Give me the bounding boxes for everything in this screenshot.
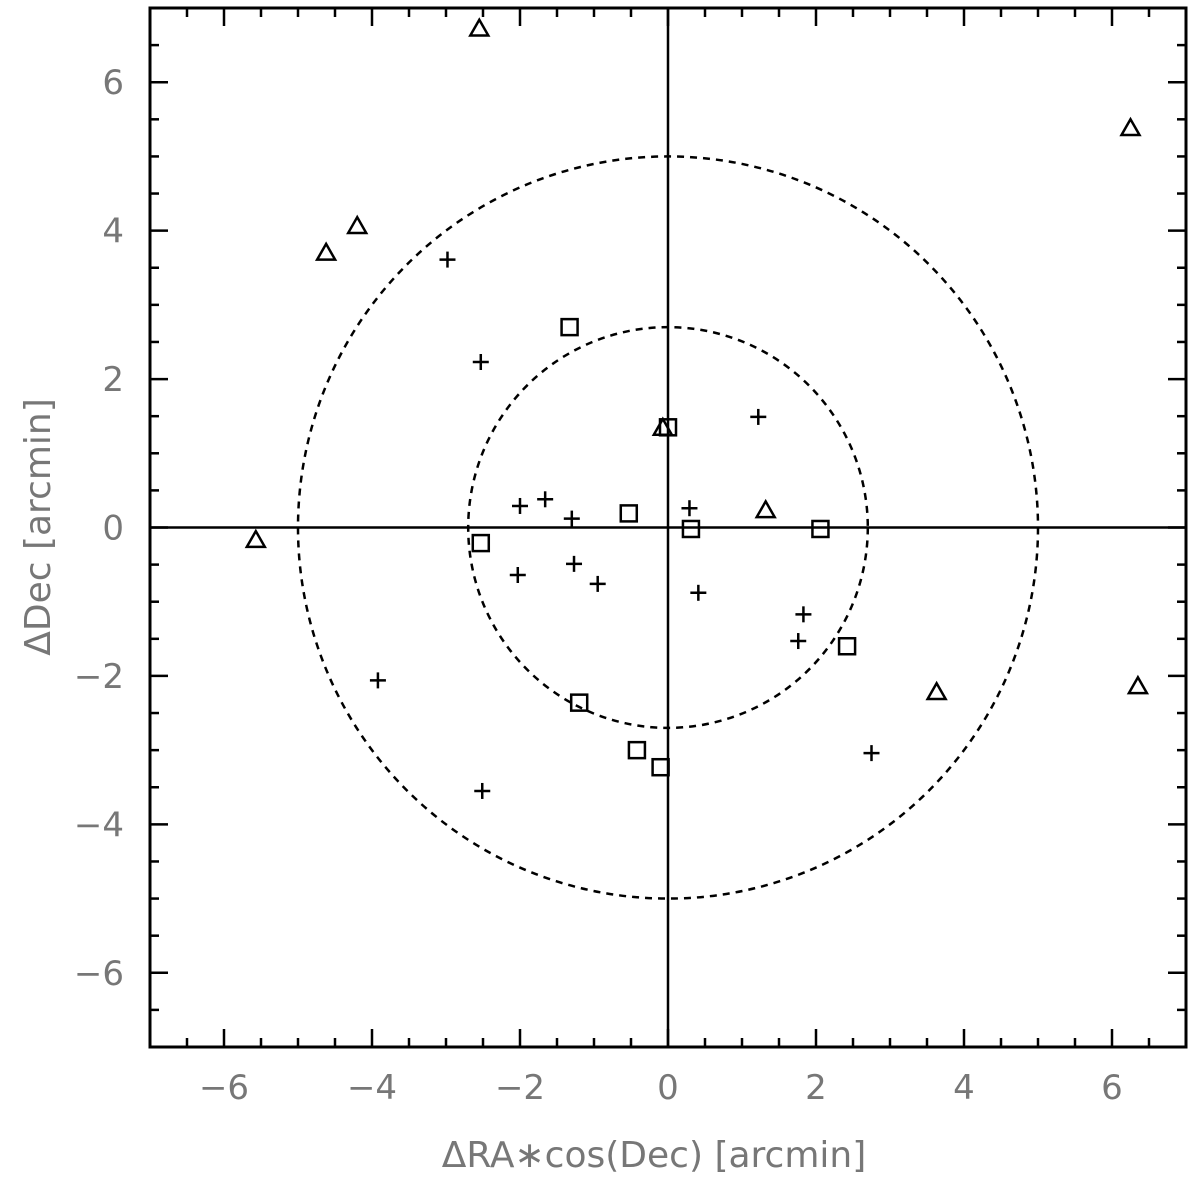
square-marker: [560, 317, 579, 337]
dashed-radius-circle: [466, 325, 870, 730]
y-tick-label: −2: [74, 657, 124, 697]
x-tick-label: 2: [805, 1068, 827, 1108]
plus-marker: [369, 672, 386, 689]
triangle-marker: [244, 528, 267, 549]
data-points: [244, 17, 1150, 799]
y-tick-label: 6: [102, 63, 124, 103]
plus-marker: [474, 782, 491, 799]
reference-circles: [296, 155, 1040, 900]
plus-marker: [472, 354, 489, 371]
square-marker: [651, 757, 670, 777]
x-tick-label: −4: [347, 1068, 397, 1108]
y-tick-label: −4: [74, 805, 124, 845]
x-tick-label: 0: [657, 1068, 679, 1108]
y-tick-label: −6: [74, 954, 124, 994]
square-marker: [681, 519, 701, 539]
plus-marker: [690, 584, 707, 601]
square-marker: [569, 693, 589, 712]
plus-marker: [750, 408, 767, 425]
x-tick-label: −2: [495, 1068, 545, 1108]
plus-marker: [589, 575, 606, 592]
triangle-marker: [754, 498, 777, 519]
plus-marker: [790, 633, 807, 650]
triangle-marker: [925, 680, 948, 701]
plus-marker: [439, 251, 456, 268]
triangle-marker: [1126, 674, 1150, 695]
triangle-marker: [346, 214, 369, 235]
plus-marker: [795, 606, 812, 623]
plus-marker: [863, 745, 880, 762]
reference-lines: [150, 8, 1186, 1047]
triangle-marker: [651, 416, 674, 437]
y-axis-label: ΔDec [arcmin]: [18, 398, 59, 656]
plus-marker: [537, 491, 554, 508]
plus-marker: [509, 566, 526, 583]
y-tick-label: 0: [102, 509, 124, 549]
square-marker: [619, 504, 639, 523]
y-tick-label: 4: [102, 212, 124, 252]
x-axis-label: ΔRA∗cos(Dec) [arcmin]: [442, 1135, 867, 1176]
x-tick-label: −6: [199, 1068, 249, 1108]
x-tick-label: 4: [953, 1068, 975, 1108]
x-tick-label: 6: [1101, 1068, 1123, 1108]
plus-marker: [681, 500, 698, 517]
plus-marker: [512, 497, 528, 514]
square-marker: [837, 636, 857, 656]
plus-marker: [566, 555, 583, 572]
triangle-marker: [314, 241, 338, 261]
tick-labels: −6 −4 −2 0 2 4 6 −6 −4 −2 0 2 4 6: [74, 63, 1123, 1108]
square-marker: [471, 533, 491, 553]
triangle-marker: [468, 17, 491, 37]
triangle-marker: [1119, 116, 1142, 137]
square-marker: [811, 519, 830, 539]
plus-marker: [563, 510, 580, 527]
y-tick-label: 2: [102, 360, 124, 400]
dashed-radius-circle: [296, 155, 1040, 900]
square-marker: [627, 740, 647, 760]
